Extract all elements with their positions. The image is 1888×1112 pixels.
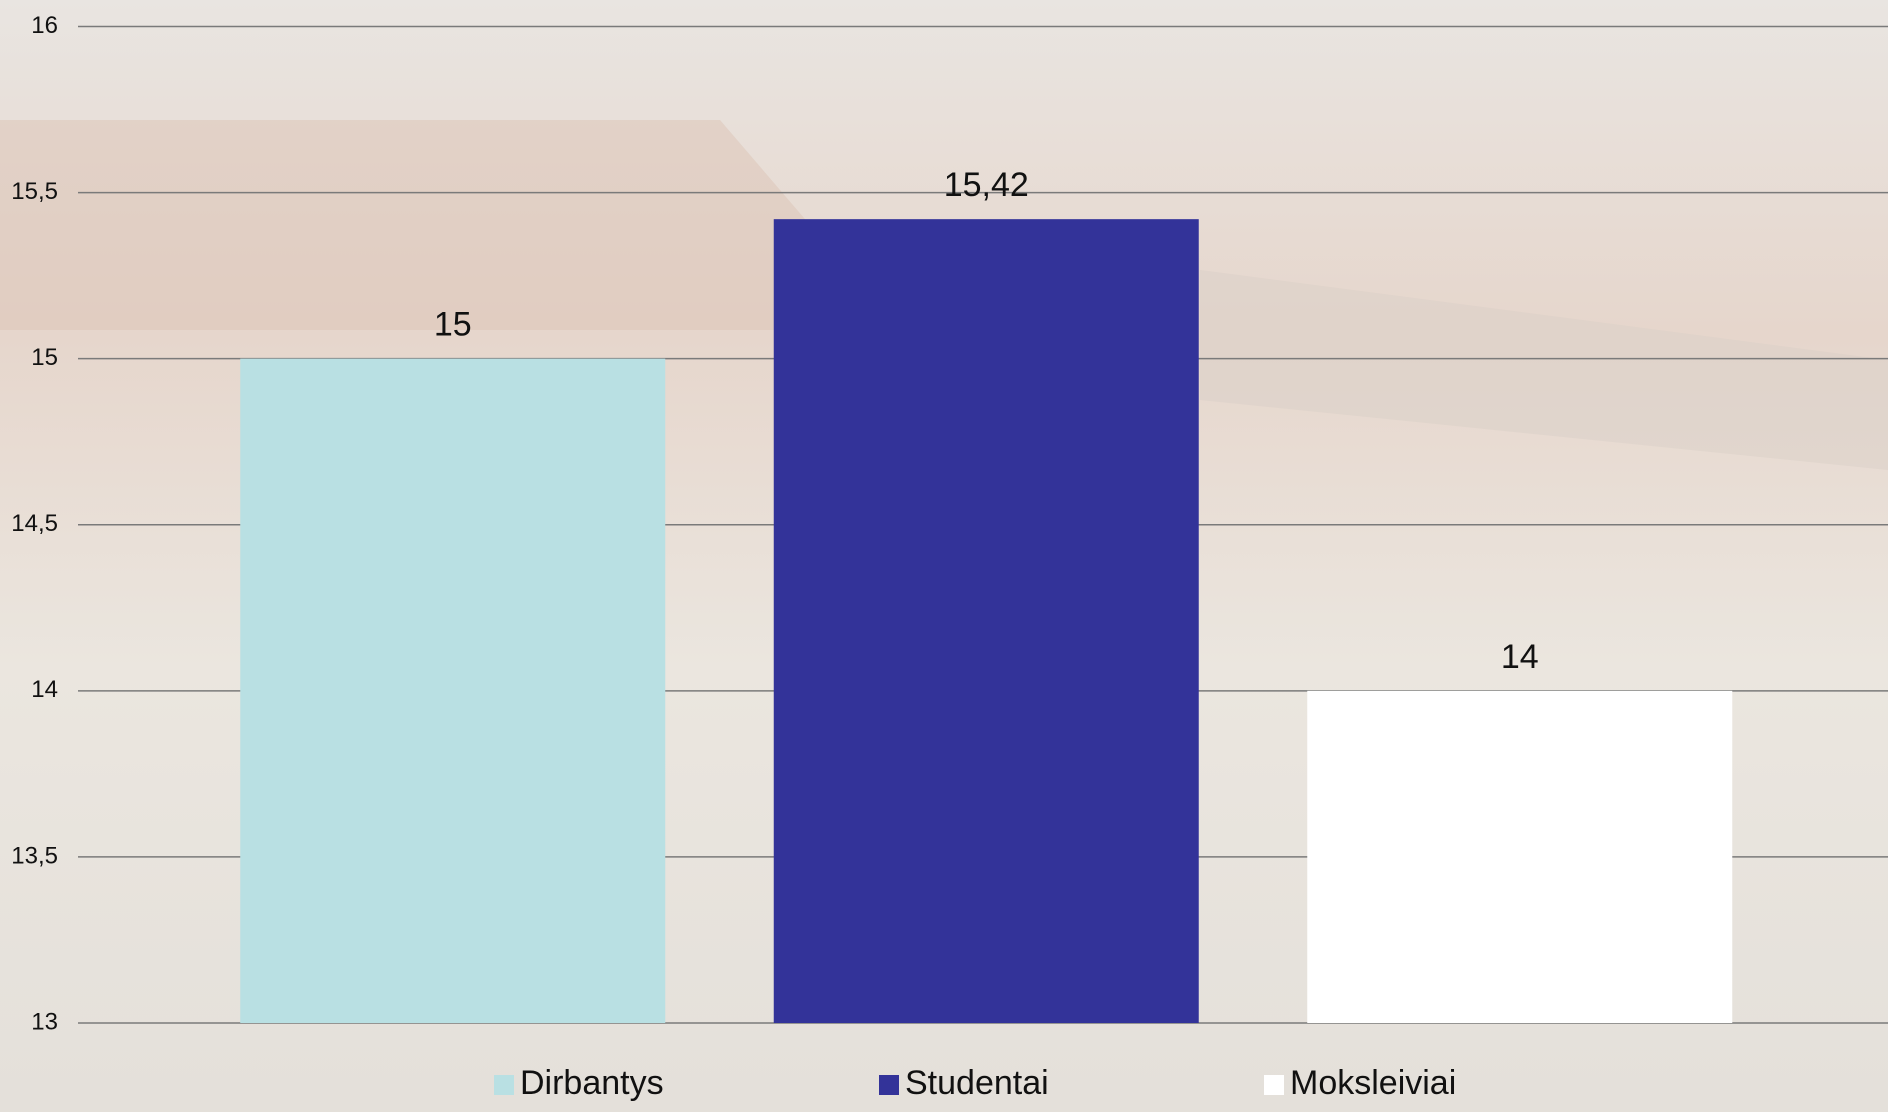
y-tick-label: 14 bbox=[31, 676, 58, 703]
legend-swatch bbox=[494, 1075, 514, 1095]
bar bbox=[773, 219, 1199, 1023]
y-tick-label: 13,5 bbox=[11, 842, 58, 869]
bar bbox=[1307, 690, 1733, 1023]
background-roof bbox=[0, 120, 900, 330]
legend-label: Studentai bbox=[905, 1064, 1049, 1102]
background-roof bbox=[1200, 270, 1888, 470]
y-tick-label: 16 bbox=[31, 12, 58, 39]
legend-label: Moksleiviai bbox=[1290, 1064, 1456, 1102]
legend-swatch bbox=[1264, 1075, 1284, 1095]
y-tick-label: 15,5 bbox=[11, 178, 58, 205]
bar bbox=[240, 358, 666, 1024]
data-label: 15 bbox=[434, 306, 472, 344]
legend-label: Dirbantys bbox=[520, 1064, 664, 1102]
data-label: 14 bbox=[1501, 638, 1539, 676]
data-label: 15,42 bbox=[944, 166, 1029, 204]
y-tick-label: 14,5 bbox=[11, 510, 58, 537]
y-tick-label: 13 bbox=[31, 1008, 58, 1035]
y-tick-label: 15 bbox=[31, 344, 58, 371]
legend-swatch bbox=[879, 1075, 899, 1095]
